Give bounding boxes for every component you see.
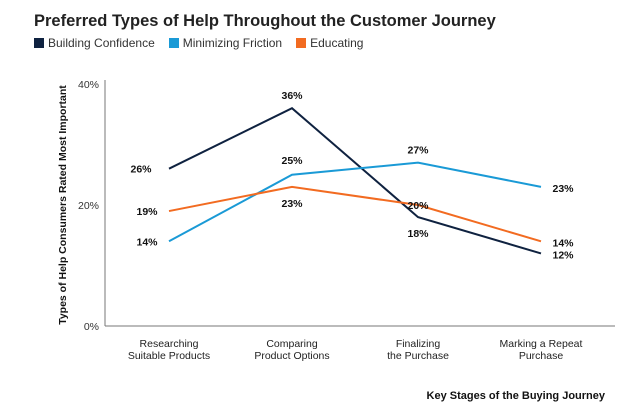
chart-title: Preferred Types of Help Throughout the C… — [34, 12, 496, 30]
legend-label-minimizing-friction: Minimizing Friction — [182, 36, 283, 50]
legend-item-building-confidence: Building Confidence — [34, 36, 155, 50]
series-line-building-confidence — [168, 107, 542, 255]
data-label-building-confidence: 18% — [407, 228, 429, 240]
data-label-minimizing-friction: 27% — [407, 145, 429, 157]
x-tick-label: Suitable Products — [128, 350, 210, 362]
series-line-educating — [168, 185, 542, 243]
x-axis-label: Key Stages of the Buying Journey — [426, 390, 605, 402]
data-label-educating: 23% — [281, 198, 303, 210]
y-tick-label: 20% — [78, 200, 99, 212]
y-tick-label: 40% — [78, 79, 99, 91]
x-tick-label: Finalizing — [396, 338, 441, 350]
legend-swatch-minimizing-friction — [168, 38, 179, 48]
x-tick-label: Purchase — [519, 350, 564, 362]
data-label-minimizing-friction: 23% — [552, 183, 574, 195]
y-tick-label: 0% — [84, 321, 99, 333]
data-label-minimizing-friction: 14% — [136, 236, 158, 248]
data-label-educating: 20% — [407, 200, 429, 212]
x-tick-label: Comparing — [266, 338, 318, 350]
data-label-educating: 19% — [136, 206, 158, 218]
x-tick-label: Researching — [140, 338, 199, 350]
legend-swatch-educating — [296, 38, 307, 48]
legend-label-building-confidence: Building Confidence — [48, 36, 155, 50]
data-label-building-confidence: 36% — [281, 90, 303, 102]
legend: Building Confidence Minimizing Friction … — [34, 36, 363, 50]
x-tick-label: Marking a Repeat — [500, 338, 583, 350]
data-label-minimizing-friction: 25% — [281, 155, 303, 167]
x-tick-label: Product Options — [254, 350, 329, 362]
data-label-educating: 14% — [552, 237, 574, 249]
series-line-minimizing-friction — [168, 161, 542, 243]
y-axis-label: Types of Help Consumers Rated Most Impor… — [57, 85, 69, 325]
legend-item-educating: Educating — [296, 36, 363, 50]
legend-label-educating: Educating — [310, 36, 364, 50]
data-label-building-confidence: 26% — [130, 164, 152, 176]
legend-swatch-building-confidence — [34, 38, 44, 48]
legend-item-minimizing-friction: Minimizing Friction — [168, 36, 283, 50]
data-label-building-confidence: 12% — [552, 249, 574, 261]
x-tick-label: the Purchase — [387, 350, 449, 362]
